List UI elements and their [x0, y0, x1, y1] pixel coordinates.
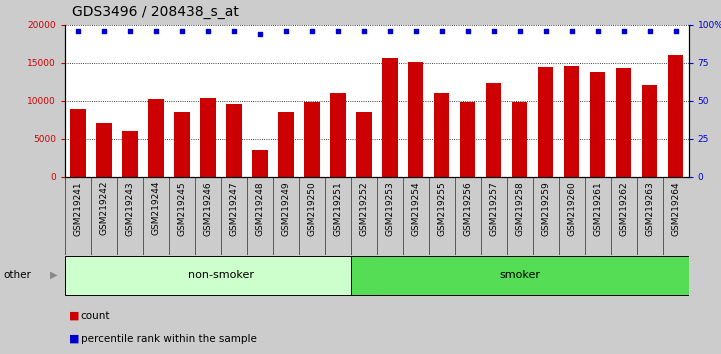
Point: [566, 28, 578, 34]
Text: GSM219248: GSM219248: [255, 181, 265, 235]
Text: GDS3496 / 208438_s_at: GDS3496 / 208438_s_at: [72, 5, 239, 19]
Text: ▶: ▶: [50, 270, 58, 280]
Text: GSM219256: GSM219256: [463, 181, 472, 236]
Bar: [382, 58, 397, 177]
Point: [202, 28, 213, 34]
Bar: [486, 82, 502, 177]
Point: [410, 28, 422, 34]
Text: GSM219263: GSM219263: [645, 181, 654, 236]
Text: GSM219264: GSM219264: [671, 181, 680, 235]
Bar: [174, 112, 190, 177]
Text: other: other: [4, 270, 32, 280]
Text: GSM219253: GSM219253: [385, 181, 394, 236]
Bar: [512, 102, 528, 177]
Bar: [70, 109, 86, 177]
Text: smoker: smoker: [499, 270, 540, 280]
Text: ■: ■: [68, 334, 79, 344]
Text: GSM219260: GSM219260: [567, 181, 576, 236]
Bar: [122, 131, 138, 177]
Point: [228, 28, 239, 34]
Point: [436, 28, 448, 34]
Text: GSM219250: GSM219250: [307, 181, 317, 236]
Bar: [564, 66, 580, 177]
Text: GSM219262: GSM219262: [619, 181, 628, 235]
Bar: [538, 67, 554, 177]
Bar: [350, 256, 689, 295]
Bar: [356, 112, 371, 177]
Point: [72, 28, 84, 34]
Point: [98, 28, 110, 34]
Bar: [408, 62, 423, 177]
Text: GSM219243: GSM219243: [125, 181, 134, 235]
Bar: [278, 112, 293, 177]
Text: GSM219242: GSM219242: [99, 181, 108, 235]
Point: [306, 28, 317, 34]
Text: GSM219246: GSM219246: [203, 181, 212, 235]
Bar: [304, 102, 319, 177]
Bar: [148, 99, 164, 177]
Text: GSM219249: GSM219249: [281, 181, 291, 235]
Text: GSM219254: GSM219254: [411, 181, 420, 235]
Bar: [330, 92, 345, 177]
Bar: [460, 102, 475, 177]
Point: [176, 28, 187, 34]
Bar: [252, 150, 267, 177]
Point: [644, 28, 655, 34]
Point: [618, 28, 629, 34]
Text: GSM219261: GSM219261: [593, 181, 602, 236]
Bar: [642, 85, 658, 177]
Text: count: count: [81, 311, 110, 321]
Bar: [668, 55, 684, 177]
Point: [280, 28, 291, 34]
Text: GSM219259: GSM219259: [541, 181, 550, 236]
Point: [332, 28, 343, 34]
Bar: [96, 123, 112, 177]
Point: [592, 28, 603, 34]
Text: GSM219252: GSM219252: [359, 181, 368, 235]
Text: GSM219245: GSM219245: [177, 181, 186, 235]
Text: GSM219247: GSM219247: [229, 181, 239, 235]
Point: [462, 28, 474, 34]
Point: [150, 28, 162, 34]
Bar: [590, 72, 606, 177]
Point: [514, 28, 526, 34]
Text: GSM219258: GSM219258: [515, 181, 524, 236]
Point: [124, 28, 136, 34]
Point: [670, 28, 681, 34]
Text: GSM219257: GSM219257: [489, 181, 498, 236]
Point: [384, 28, 396, 34]
Text: GSM219244: GSM219244: [151, 181, 160, 235]
Text: percentile rank within the sample: percentile rank within the sample: [81, 334, 257, 344]
Text: non-smoker: non-smoker: [187, 270, 254, 280]
Point: [540, 28, 552, 34]
Bar: [434, 93, 449, 177]
Point: [358, 28, 369, 34]
Text: GSM219255: GSM219255: [437, 181, 446, 236]
Text: GSM219241: GSM219241: [74, 181, 82, 235]
Bar: [200, 98, 216, 177]
Point: [254, 31, 265, 37]
Point: [488, 28, 500, 34]
Bar: [65, 256, 376, 295]
Bar: [226, 104, 242, 177]
Text: ■: ■: [68, 311, 79, 321]
Text: GSM219251: GSM219251: [333, 181, 342, 236]
Bar: [616, 68, 632, 177]
